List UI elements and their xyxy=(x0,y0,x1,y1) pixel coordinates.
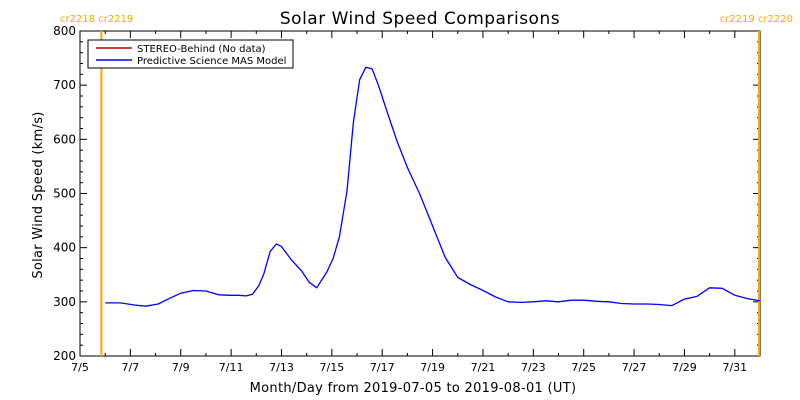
y-axis-label: Solar Wind Speed (km/s) xyxy=(31,111,46,278)
y-tick-label: 700 xyxy=(53,78,76,92)
carrington-label-left: cr2218 cr2219 xyxy=(60,14,133,25)
x-tick-label: 7/9 xyxy=(172,361,190,374)
x-tick-label: 7/15 xyxy=(320,361,345,374)
x-tick-label: 7/11 xyxy=(219,361,244,374)
y-tick-label: 600 xyxy=(53,132,76,146)
legend-box xyxy=(87,39,294,69)
y-tick-label: 200 xyxy=(53,349,76,363)
x-tick-label: 7/17 xyxy=(370,361,395,374)
legend-label-stereo: STEREO-Behind (No data) xyxy=(137,44,266,55)
y-tick-label: 400 xyxy=(53,241,76,255)
carrington-label-right: cr2219 cr2220 xyxy=(720,14,793,25)
plot-area: 200 300 400 500 600 700 800 7/5 7/7 7/9 7/11 7/13 7/… xyxy=(53,24,761,374)
legend-label-mas-model: Predictive Science MAS Model xyxy=(137,56,286,67)
legend: STEREO-Behind (No data) Predictive Scien… xyxy=(87,39,294,69)
x-tick-label: 7/21 xyxy=(471,361,496,374)
chart-title: Solar Wind Speed Comparisons xyxy=(280,9,560,29)
x-tick-label: 7/29 xyxy=(672,361,697,374)
x-tick-label: 7/7 xyxy=(122,361,140,374)
x-tick-label: 7/13 xyxy=(269,361,294,374)
x-tick-label: 7/5 xyxy=(71,361,89,374)
x-tick-label: 7/31 xyxy=(722,361,747,374)
x-tick-label: 7/27 xyxy=(622,361,647,374)
y-tick-label: 300 xyxy=(53,295,76,309)
x-tick-label: 7/23 xyxy=(521,361,546,374)
x-tick-label: 7/25 xyxy=(571,361,596,374)
y-tick-label: 800 xyxy=(53,24,76,38)
y-tick-label: 500 xyxy=(53,187,76,201)
series-line-mas-model xyxy=(105,66,761,307)
x-tick-label: 7/19 xyxy=(420,361,445,374)
x-axis-label: Month/Day from 2019-07-05 to 2019-08-01 … xyxy=(250,381,577,396)
